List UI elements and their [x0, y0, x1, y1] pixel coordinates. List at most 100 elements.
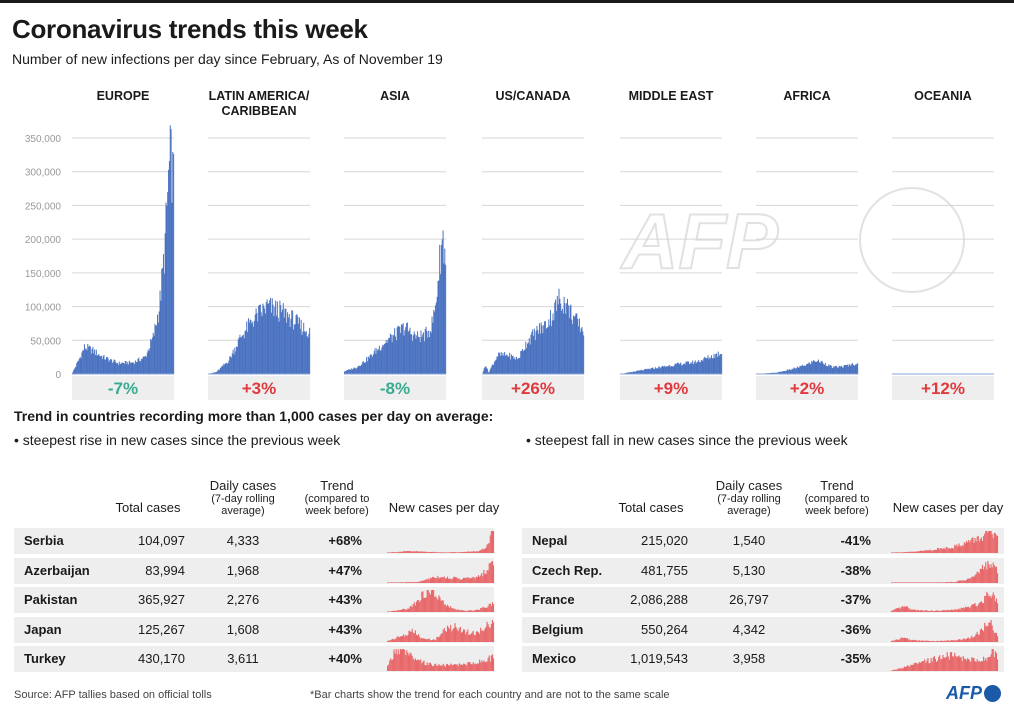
- data-bar: [173, 153, 175, 374]
- spark-bar: [925, 610, 927, 612]
- spark-bar: [472, 630, 474, 642]
- spark-bar: [933, 550, 935, 553]
- spark-bar: [424, 551, 426, 553]
- spark-bar: [946, 639, 948, 642]
- y-tick-label: 50,000: [30, 336, 61, 347]
- data-bar: [134, 364, 136, 374]
- spark-bar: [923, 640, 925, 642]
- spark-bar: [390, 658, 392, 671]
- spark-bar: [416, 659, 419, 671]
- data-bar: [544, 321, 546, 374]
- spark-bar: [430, 664, 433, 671]
- data-bar: [839, 365, 841, 374]
- country-name: Belgium: [532, 621, 584, 637]
- spark-bar: [986, 591, 988, 612]
- spark-bar: [420, 659, 422, 671]
- spark-bar: [923, 581, 925, 583]
- data-bar: [577, 318, 579, 374]
- spark-bar: [489, 535, 491, 553]
- data-bar: [412, 341, 413, 374]
- data-bar: [770, 372, 772, 374]
- spark-bar: [976, 631, 978, 642]
- spark-bar: [458, 552, 460, 553]
- spark-bar: [479, 550, 481, 553]
- spark-bar: [980, 660, 983, 671]
- data-bar: [106, 357, 108, 374]
- data-bar: [244, 331, 246, 374]
- spark-bar: [908, 581, 910, 583]
- data-bar: [105, 359, 107, 374]
- data-bar: [161, 268, 163, 374]
- spark-bar: [933, 611, 935, 612]
- data-bar: [566, 303, 568, 374]
- data-bar: [816, 361, 818, 374]
- spark-bar: [390, 611, 392, 612]
- spark-bar: [896, 552, 898, 553]
- data-bar: [81, 352, 83, 374]
- spark-bar: [895, 552, 897, 553]
- data-bar: [117, 364, 119, 374]
- data-bar: [117, 363, 119, 374]
- data-bar: [220, 367, 222, 374]
- spark-bar: [466, 551, 468, 553]
- fall-header-trend-line: week before): [805, 505, 869, 517]
- spark-bar: [465, 611, 467, 612]
- spark-bar: [934, 658, 937, 671]
- data-bar: [785, 370, 787, 374]
- data-bar: [694, 360, 696, 374]
- daily-cases: 1,540: [732, 533, 766, 548]
- data-bar: [681, 365, 683, 374]
- data-bar: [626, 372, 628, 374]
- spark-bar: [975, 661, 977, 671]
- data-bar: [530, 334, 532, 374]
- data-bar: [166, 205, 168, 374]
- data-bar: [402, 323, 404, 374]
- region-label-line: LATIN AMERICA/: [208, 89, 310, 103]
- spark-bar: [433, 551, 435, 553]
- data-bar: [386, 343, 388, 374]
- data-bar: [142, 357, 144, 374]
- spark-bar: [454, 552, 456, 553]
- data-bar: [89, 345, 90, 374]
- spark-bar: [481, 630, 483, 642]
- spark-bar: [415, 601, 418, 612]
- spark-bar: [483, 569, 485, 583]
- data-bar: [218, 369, 220, 374]
- spark-bar: [975, 605, 977, 612]
- data-bar: [160, 300, 162, 374]
- spark-bar: [904, 552, 907, 553]
- spark-bar: [894, 639, 896, 642]
- spark-bar: [960, 657, 962, 671]
- data-bar: [113, 359, 115, 374]
- data-bar: [283, 317, 285, 374]
- spark-bar: [460, 609, 462, 612]
- spark-bar: [979, 538, 981, 553]
- spark-bar: [474, 577, 476, 583]
- data-bar: [92, 346, 94, 374]
- data-bar: [537, 329, 539, 374]
- spark-bar: [977, 634, 979, 642]
- data-bar: [538, 333, 540, 374]
- data-bar: [384, 343, 386, 374]
- spark-bar: [427, 665, 429, 671]
- spark-bar: [945, 546, 947, 553]
- spark-bar: [972, 537, 974, 553]
- spark-bar: [978, 541, 980, 553]
- data-bar: [100, 356, 102, 374]
- data-bar: [129, 362, 131, 374]
- data-bar: [506, 354, 508, 374]
- data-bar: [660, 367, 662, 374]
- spark-bar: [920, 550, 923, 553]
- spark-bar: [905, 552, 908, 553]
- spark-bar: [389, 581, 391, 583]
- spark-bar: [962, 656, 964, 671]
- spark-bar: [915, 551, 917, 553]
- spark-bar: [486, 569, 488, 583]
- spark-bar: [480, 662, 482, 671]
- data-bar: [845, 364, 847, 374]
- spark-bar: [431, 552, 434, 553]
- spark-bar: [990, 654, 992, 671]
- data-bar: [76, 363, 78, 374]
- data-bar: [368, 358, 370, 374]
- data-bar: [258, 305, 260, 374]
